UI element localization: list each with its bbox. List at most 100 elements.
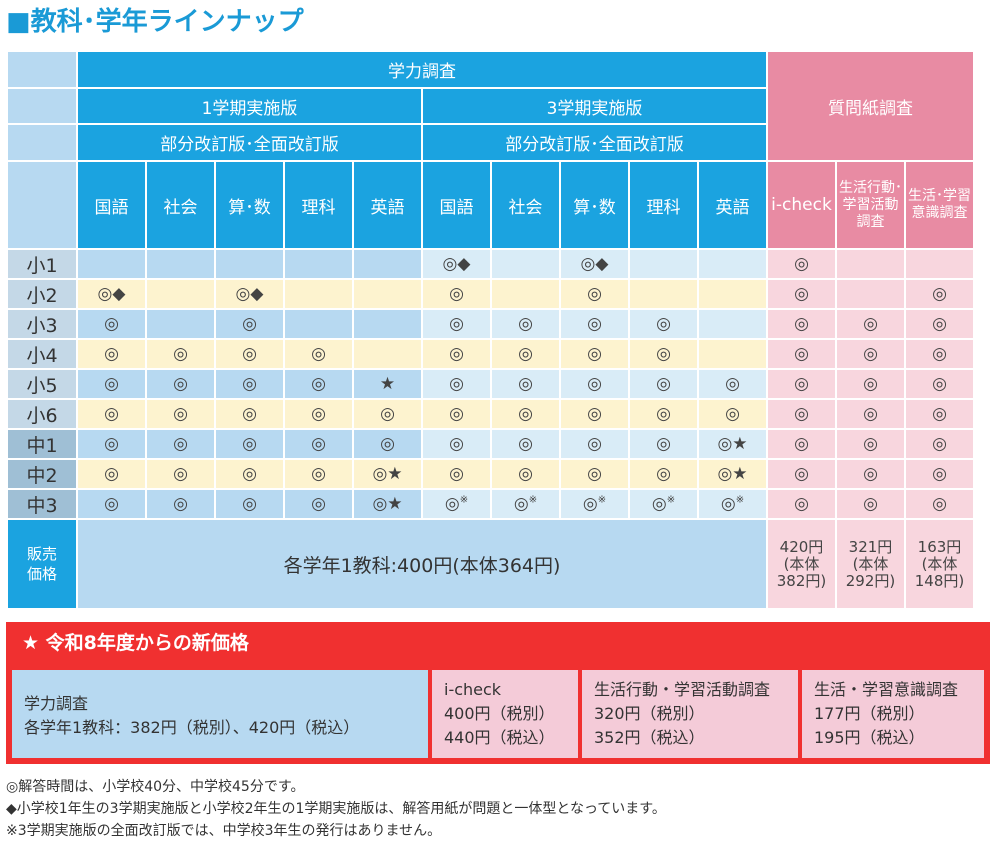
table-cell: ◎ <box>561 340 628 368</box>
cell-mark: ◎ <box>104 404 119 424</box>
note-mark: ※ <box>528 494 538 506</box>
cell-mark: ◎ <box>932 374 947 394</box>
table-cell: ◎ <box>768 460 835 488</box>
cell-mark: ◎ <box>449 434 464 454</box>
table-cell: ◎ <box>768 400 835 428</box>
cell-mark: ◎★ <box>372 464 403 484</box>
table-cell: ◎ <box>837 460 904 488</box>
table-cell <box>285 250 352 278</box>
cell-mark: ◎ <box>656 374 671 394</box>
cell-mark: ◎ <box>173 404 188 424</box>
table-cell: ◎ <box>630 400 697 428</box>
table-cell: ◎ <box>768 370 835 398</box>
cell-mark: ◎ <box>863 494 878 514</box>
table-cell: ◎ <box>78 310 145 338</box>
table-cell: ◎ <box>768 340 835 368</box>
grade-label: 小2 <box>8 280 76 308</box>
cell-mark: ◎ <box>104 344 119 364</box>
seikatsu-price: 321円 (本体 292円) <box>837 520 904 608</box>
questionnaire-col-header: 生活行動･ 学習活動 調査 <box>837 162 904 248</box>
new-price-icheck-line1: 400円（税別） <box>444 704 555 723</box>
table-cell: ◎ <box>492 340 559 368</box>
new-price-seikatsu: 生活行動・学習活動調査 320円（税別） 352円（税込） <box>582 670 798 758</box>
table-cell: ◎ <box>78 460 145 488</box>
table-cell: ◎ <box>78 430 145 458</box>
table-cell: ◎ <box>837 490 904 518</box>
cell-mark: ◎ <box>932 314 947 334</box>
cell-mark: ◎ <box>582 494 598 514</box>
cell-mark: ◎ <box>104 464 119 484</box>
cell-mark: ◎ <box>932 464 947 484</box>
note-mark: ※ <box>735 494 745 506</box>
cell-mark: ◎ <box>656 314 671 334</box>
table-cell: ◎ <box>699 400 766 428</box>
cell-mark: ◎ <box>656 434 671 454</box>
table-cell: ◎ <box>837 310 904 338</box>
cell-mark: ◎ <box>794 464 809 484</box>
table-cell: ◎ <box>216 430 283 458</box>
note-mark: ※ <box>459 494 469 506</box>
cell-mark: ◎ <box>794 254 809 274</box>
new-price-icheck: i-check 400円（税別） 440円（税込） <box>432 670 578 758</box>
new-price-icheck-name: i-check <box>444 680 502 699</box>
table-cell: ◎ <box>423 370 490 398</box>
table-cell <box>630 280 697 308</box>
cell-mark: ◎ <box>587 314 602 334</box>
notes: ◎解答時間は、小学校40分、中学校45分です。 ◆小学校1年生の3学期実施版と小… <box>6 776 666 842</box>
gakuryoku-header: 学力調査 <box>78 52 766 87</box>
cell-mark: ◎ <box>863 314 878 334</box>
table-cell: ◎◆ <box>216 280 283 308</box>
table-cell: ◎ <box>78 340 145 368</box>
table-cell: ◎ <box>492 400 559 428</box>
table-cell: ◎ <box>837 370 904 398</box>
questionnaire-header: 質問紙調査 <box>768 52 973 160</box>
table-cell: ◎ <box>630 370 697 398</box>
table-cell: ◎ <box>837 400 904 428</box>
table-cell: ◎ <box>561 460 628 488</box>
cell-mark: ◎ <box>863 344 878 364</box>
cell-mark: ◎ <box>587 284 602 304</box>
table-cell: ◎★ <box>699 430 766 458</box>
cell-mark: ◎ <box>449 284 464 304</box>
cell-mark: ◎ <box>242 314 257 334</box>
table-cell: ◎ <box>768 430 835 458</box>
new-price-ishiki-line1: 177円（税別） <box>814 704 925 723</box>
subject-header: 理科 <box>630 162 697 248</box>
table-cell: ◎※ <box>699 490 766 518</box>
table-cell <box>699 250 766 278</box>
table-cell: ◎ <box>699 370 766 398</box>
table-cell <box>78 250 145 278</box>
note-no-jh3: ※3学期実施版の全面改訂版では、中学校3年生の発行はありません。 <box>6 823 442 839</box>
cell-mark: ◎ <box>587 404 602 424</box>
table-cell <box>630 250 697 278</box>
table-row: 小3 ◎ ◎ ◎ ◎ ◎ ◎ ◎ ◎ ◎ <box>8 310 973 338</box>
table-cell: ◎◆ <box>423 250 490 278</box>
cell-mark: ◎ <box>725 374 740 394</box>
cell-mark: ◎ <box>104 494 119 514</box>
table-cell <box>285 280 352 308</box>
grade-label: 小4 <box>8 340 76 368</box>
table-cell: ◎ <box>561 280 628 308</box>
table-cell: ◎ <box>216 370 283 398</box>
grade-label: 中2 <box>8 460 76 488</box>
corner-cell <box>8 125 76 160</box>
table-cell: ◎※ <box>492 490 559 518</box>
cell-mark: ◎ <box>587 434 602 454</box>
table-cell: ◎ <box>906 310 973 338</box>
table-cell <box>837 250 904 278</box>
table-cell <box>147 250 214 278</box>
table-cell: ◎※ <box>423 490 490 518</box>
table-cell: ◎ <box>492 370 559 398</box>
sales-label: 販売 価格 <box>8 520 76 608</box>
grade-label: 小3 <box>8 310 76 338</box>
table-cell: ◎ <box>285 430 352 458</box>
table-cell: ◎ <box>906 340 973 368</box>
cell-mark: ◎ <box>449 464 464 484</box>
cell-mark: ★ <box>379 374 396 394</box>
table-cell: ◎ <box>630 340 697 368</box>
cell-mark: ◎ <box>720 494 736 514</box>
cell-mark: ◎ <box>444 494 460 514</box>
table-cell: ◎ <box>285 490 352 518</box>
cell-mark: ◎ <box>311 404 326 424</box>
cell-mark: ◎ <box>380 434 395 454</box>
